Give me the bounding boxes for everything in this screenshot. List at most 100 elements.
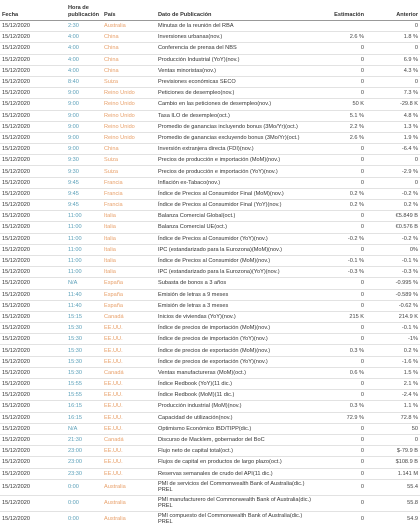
row: 15/12/2020 15:30 EE.UU. Índice de precios d… (0, 333, 420, 346)
row: 15/12/2020 4:00 China Inversiones urbanas(n… (0, 31, 420, 44)
event-cell: Optimismo Económico IBD/TIPP(dic.) (156, 423, 316, 435)
row: 15/12/2020 23:30 EE.UU. Reservas semanales … (0, 468, 420, 480)
time-cell: 9:00 (66, 87, 102, 100)
country-cell: Canadá (102, 434, 156, 447)
row: 15/12/2020 9:30 Suiza Precios de producción… (0, 165, 420, 178)
date-cell: 15/12/2020 (0, 311, 66, 324)
time-cell: 9:00 (66, 110, 102, 122)
date-cell: 15/12/2020 (0, 244, 66, 256)
country-cell: Reino Unido (102, 121, 156, 133)
country-cell: Reino Unido (102, 87, 156, 100)
event-cell: Balanza Comercial Global(oct.) (156, 210, 316, 223)
date-cell: 15/12/2020 (0, 468, 66, 480)
country-cell: Italia (102, 210, 156, 223)
date-cell: 15/12/2020 (0, 199, 66, 212)
country-cell: Suiza (102, 154, 156, 167)
date-cell: 15/12/2020 (0, 423, 66, 435)
time-cell: 15:30 (66, 344, 102, 357)
date-cell: 15/12/2020 (0, 98, 66, 111)
row: 15/12/2020 0:00 Australia PMI manufacturero… (0, 495, 420, 512)
estimate-cell: 2.6 % (316, 132, 366, 145)
previous-cell: 0 (366, 154, 420, 167)
previous-cell: -0.62 % (366, 300, 420, 312)
date-cell: 15/12/2020 (0, 495, 66, 512)
row: 15/12/2020 15:30 EE.UU. Índice de precios d… (0, 322, 420, 335)
time-cell: 11:40 (66, 300, 102, 312)
date-cell: 15/12/2020 (0, 344, 66, 357)
estimate-cell: 0 (316, 456, 366, 469)
date-cell: 15/12/2020 (0, 210, 66, 223)
time-cell: 0:00 (66, 511, 102, 525)
time-cell: 9:00 (66, 143, 102, 156)
time-cell: 11:00 (66, 210, 102, 223)
previous-cell: 54.9 (366, 511, 420, 525)
row: 15/12/2020 11:00 Italia Índice de Precios a… (0, 233, 420, 245)
time-cell: 9:00 (66, 98, 102, 111)
event-cell: Discurso de Macklem, gobernador del BoC (156, 434, 316, 447)
time-cell: 4:00 (66, 31, 102, 44)
row: 15/12/2020 16:15 EE.UU. Capacidad de utiliz… (0, 412, 420, 424)
previous-cell: -0.3 % (366, 266, 420, 279)
estimate-cell: 0 (316, 165, 366, 178)
date-cell: 15/12/2020 (0, 20, 66, 33)
previous-cell: -1.6 % (366, 356, 420, 368)
previous-cell: -1% (366, 333, 420, 346)
previous-cell: 214.9 K (366, 311, 420, 324)
row: 15/12/2020 15:30 EE.UU. Índice de precios d… (0, 356, 420, 368)
event-cell: Ventas manufactureras (MoM)(oct.) (156, 367, 316, 380)
previous-cell: 1.8 % (366, 31, 420, 44)
previous-cell: -6.4 % (366, 143, 420, 156)
row: 15/12/2020 15:55 EE.UU. Índice Redbook (MoM… (0, 389, 420, 402)
previous-cell: 72.8 % (366, 412, 420, 424)
date-cell: 15/12/2020 (0, 31, 66, 44)
row: 15/12/2020 11:00 Italia Balanza Comercial U… (0, 221, 420, 234)
event-cell: Índice Redbook (YoY)(11 dic.) (156, 378, 316, 391)
row: 15/12/2020 9:00 Reino Unido Peticiones de d… (0, 87, 420, 100)
date-cell: 15/12/2020 (0, 132, 66, 145)
row: 15/12/2020 11:40 España Emisión de letras a… (0, 300, 420, 312)
country-cell: España (102, 300, 156, 312)
time-cell: 11:00 (66, 221, 102, 234)
country-cell: Francia (102, 177, 156, 189)
event-cell: Flujo neto de capital total(oct.) (156, 445, 316, 458)
event-cell: Inflación ex-Tabaco(nov.) (156, 177, 316, 189)
row: 15/12/2020 21:30 Canadá Discurso de Macklem… (0, 434, 420, 447)
previous-cell: 2.1 % (366, 378, 420, 391)
country-cell: Australia (102, 511, 156, 525)
date-cell: 15/12/2020 (0, 277, 66, 290)
previous-cell: 6.9 % (366, 54, 420, 66)
row: 15/12/2020 23:00 EE.UU. Flujo neto de capit… (0, 445, 420, 458)
event-cell: Inversión extranjera directa (FDI)(nov.) (156, 143, 316, 156)
event-cell: Tasa ILO de desempleo(oct.) (156, 110, 316, 122)
event-cell: Producción Industrial (YoY)(nov.) (156, 54, 316, 66)
estimate-cell: 0 (316, 87, 366, 100)
date-cell: 15/12/2020 (0, 165, 66, 178)
previous-cell: 1.5 % (366, 367, 420, 380)
previous-cell: -0.589 % (366, 289, 420, 301)
date-cell: 15/12/2020 (0, 289, 66, 301)
estimate-cell: 0 (316, 434, 366, 447)
date-cell: 15/12/2020 (0, 511, 66, 525)
event-cell: Emisión de letras a 3 meses (156, 300, 316, 312)
time-cell: 11:00 (66, 255, 102, 268)
country-cell: Reino Unido (102, 110, 156, 122)
previous-cell: -0.1 % (366, 322, 420, 335)
event-cell: PMI compuesto del Commonwealth Bank of A… (156, 511, 316, 525)
previous-cell: 0% (366, 244, 420, 256)
date-cell: 15/12/2020 (0, 322, 66, 335)
previous-cell: 4.8 % (366, 110, 420, 122)
estimate-cell: 0 (316, 322, 366, 335)
time-cell: 9:00 (66, 132, 102, 145)
event-cell: Producción industrial (MoM)(nov.) (156, 400, 316, 413)
country-cell: EE.UU. (102, 423, 156, 435)
previous-cell: €0.576 B (366, 221, 420, 234)
time-cell: 9:45 (66, 177, 102, 189)
time-cell: 9:45 (66, 188, 102, 201)
time-cell: 15:55 (66, 378, 102, 391)
date-cell: 15/12/2020 (0, 434, 66, 447)
row: 15/12/2020 15:15 Canadá Inicios de vivienda… (0, 311, 420, 324)
previous-cell: $108.9 B (366, 456, 420, 469)
time-cell: 9:45 (66, 199, 102, 212)
estimate-cell: 0 (316, 479, 366, 496)
previous-cell: -2.4 % (366, 389, 420, 402)
